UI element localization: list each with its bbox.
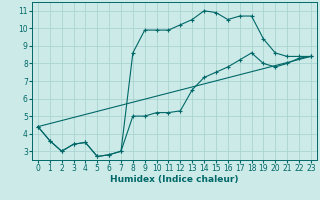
- X-axis label: Humidex (Indice chaleur): Humidex (Indice chaleur): [110, 175, 239, 184]
